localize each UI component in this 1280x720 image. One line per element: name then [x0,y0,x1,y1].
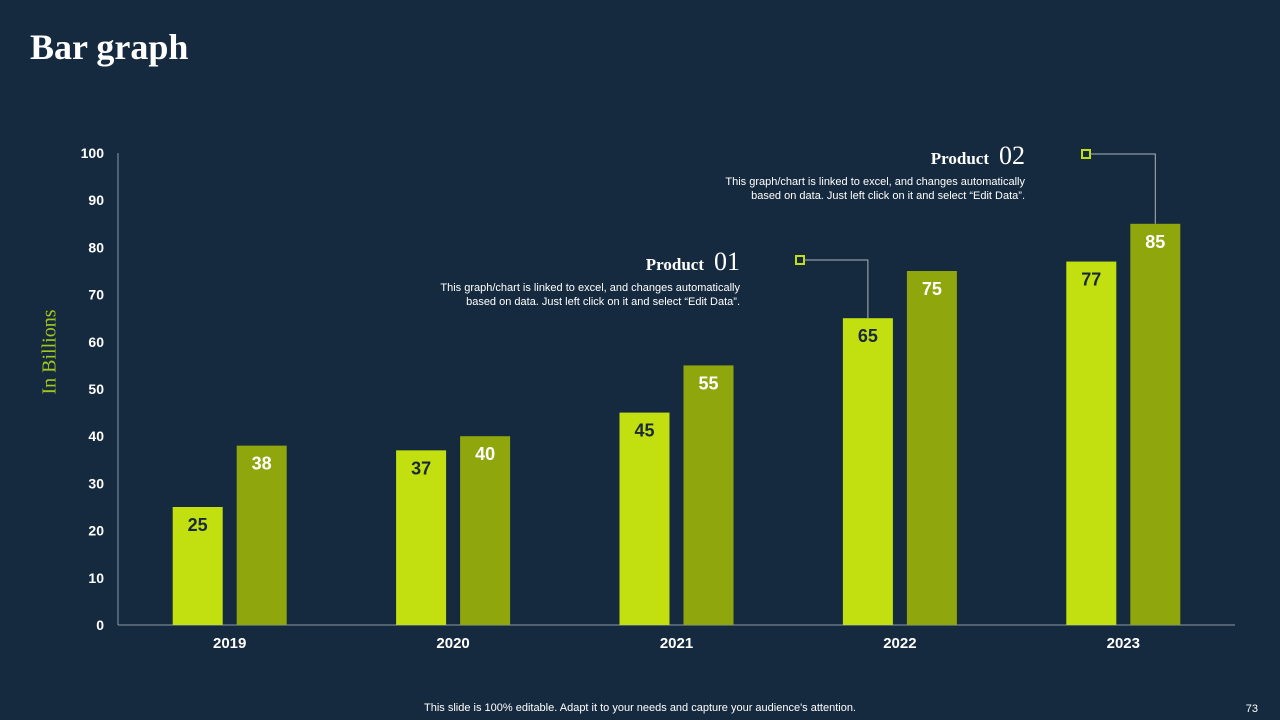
callout-02-leader-line [1090,153,1156,224]
callout-number: 01 [714,247,740,276]
y-tick-label: 70 [88,287,104,303]
callout-description: This graph/chart is linked to excel, and… [725,176,1025,202]
bar-value-label: 45 [634,421,654,441]
bar-product-02-2021 [683,365,734,625]
y-tick-label: 60 [88,334,104,350]
callout-01-leader-line [804,259,869,319]
callout-description: This graph/chart is linked to excel, and… [440,282,740,308]
bar-value-label: 55 [698,373,718,393]
bar-product-02-2019 [236,445,287,625]
bar-product-01-2023 [1066,261,1117,625]
bar-product-02-2022 [906,271,957,625]
callout-02-marker [1081,149,1091,159]
x-tick-label: 2020 [436,635,469,652]
x-tick-label: 2022 [883,635,916,652]
bar-value-label: 37 [411,458,431,478]
bar-product-01-2019 [172,507,223,625]
bar-product-01-2020 [396,450,447,625]
callout-number: 02 [999,141,1025,170]
bar-product-01-2022 [842,318,893,625]
callout-product-02: Product 02 This graph/chart is linked to … [725,141,1025,203]
callout-product-01: Product 01 This graph/chart is linked to … [440,247,740,309]
bar-value-label: 85 [1145,232,1165,252]
y-tick-label: 80 [88,239,104,255]
footer-note: This slide is 100% editable. Adapt it to… [424,702,856,714]
y-tick-label: 30 [88,475,104,491]
callout-01-marker [795,255,805,265]
bar-product-02-2020 [460,436,511,625]
bar-value-label: 65 [858,326,878,346]
y-tick-label: 100 [81,145,105,161]
callout-heading: Product [645,255,704,274]
bar-product-02-2023 [1130,223,1181,626]
x-tick-label: 2023 [1107,635,1140,652]
y-tick-label: 40 [88,428,104,444]
y-axis-label: In Billions [38,309,61,395]
bar-value-label: 25 [188,515,208,535]
y-tick-label: 0 [96,617,104,633]
x-tick-label: 2021 [660,635,693,652]
y-tick-label: 20 [88,523,104,539]
bar-value-label: 77 [1081,270,1101,290]
bar-value-label: 38 [252,454,272,474]
callout-heading: Product [930,149,989,168]
bar-value-label: 75 [922,279,942,299]
page-number: 73 [1245,703,1258,715]
bar-product-01-2021 [619,412,670,625]
bar-value-label: 40 [475,444,495,464]
y-tick-label: 50 [88,381,104,397]
x-tick-label: 2019 [213,635,246,652]
y-tick-label: 90 [88,192,104,208]
slide-title: Bar graph [30,27,189,67]
y-tick-label: 10 [88,570,104,586]
